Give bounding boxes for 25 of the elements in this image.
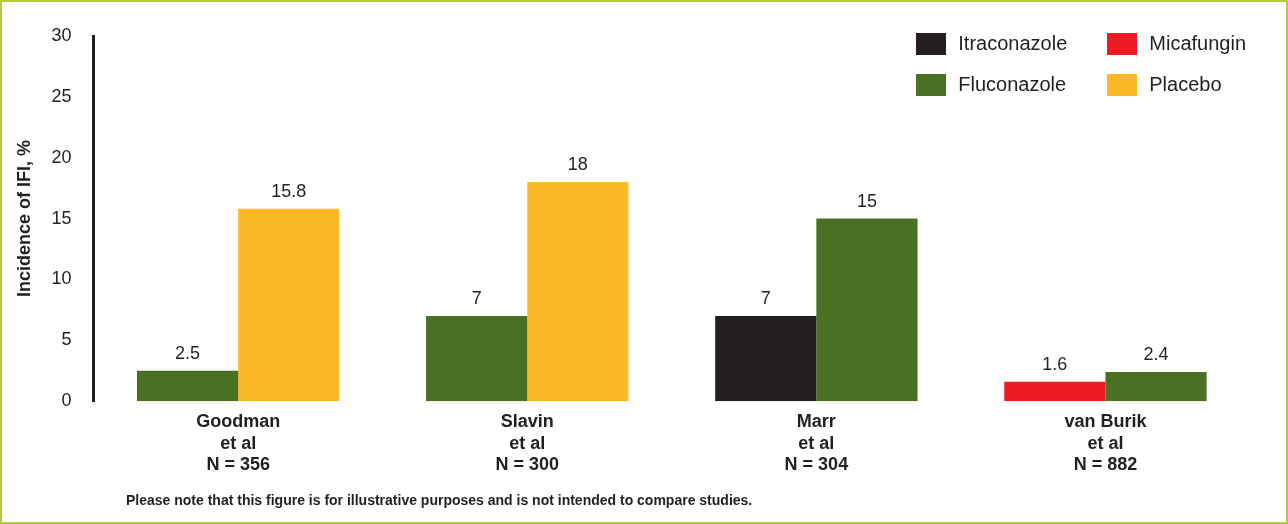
y-tick-label: 5 (61, 329, 72, 350)
data-label: 15 (856, 190, 877, 211)
y-tick-label: 10 (51, 268, 72, 289)
y-tick-label: 25 (51, 85, 72, 106)
y-tick-label: 0 (61, 390, 72, 411)
legend-label: Placebo (1149, 73, 1222, 96)
legend-label: Micafungin (1149, 32, 1246, 55)
data-label: 2.4 (1143, 343, 1169, 364)
data-label: 2.5 (175, 342, 201, 363)
text: Please note that this figure is for illustrative purposes and is not intended to compare studies. (126, 492, 753, 508)
data-label: 1.6 (1042, 353, 1068, 374)
legend-label: Itraconazole (958, 32, 1068, 55)
y-axis-title: Incidence of IFI, % (13, 140, 34, 298)
data-label: 7 (471, 287, 482, 308)
data-label: 15.8 (271, 180, 307, 201)
x-tick-label: van Burik et al N = 882 (1064, 410, 1148, 475)
data-label: 7 (760, 287, 771, 308)
data-label: 18 (567, 154, 588, 175)
y-tick-label: 30 (51, 24, 72, 45)
y-tick-label: 15 (51, 207, 72, 228)
x-tick-label: Marr et al N = 304 (784, 410, 849, 475)
x-tick-label: Slavin et al N = 300 (495, 410, 560, 475)
legend-label: Fluconazole (958, 73, 1067, 96)
x-tick-label: Goodman et al N = 356 (196, 410, 281, 475)
y-tick-label: 20 (51, 146, 72, 167)
